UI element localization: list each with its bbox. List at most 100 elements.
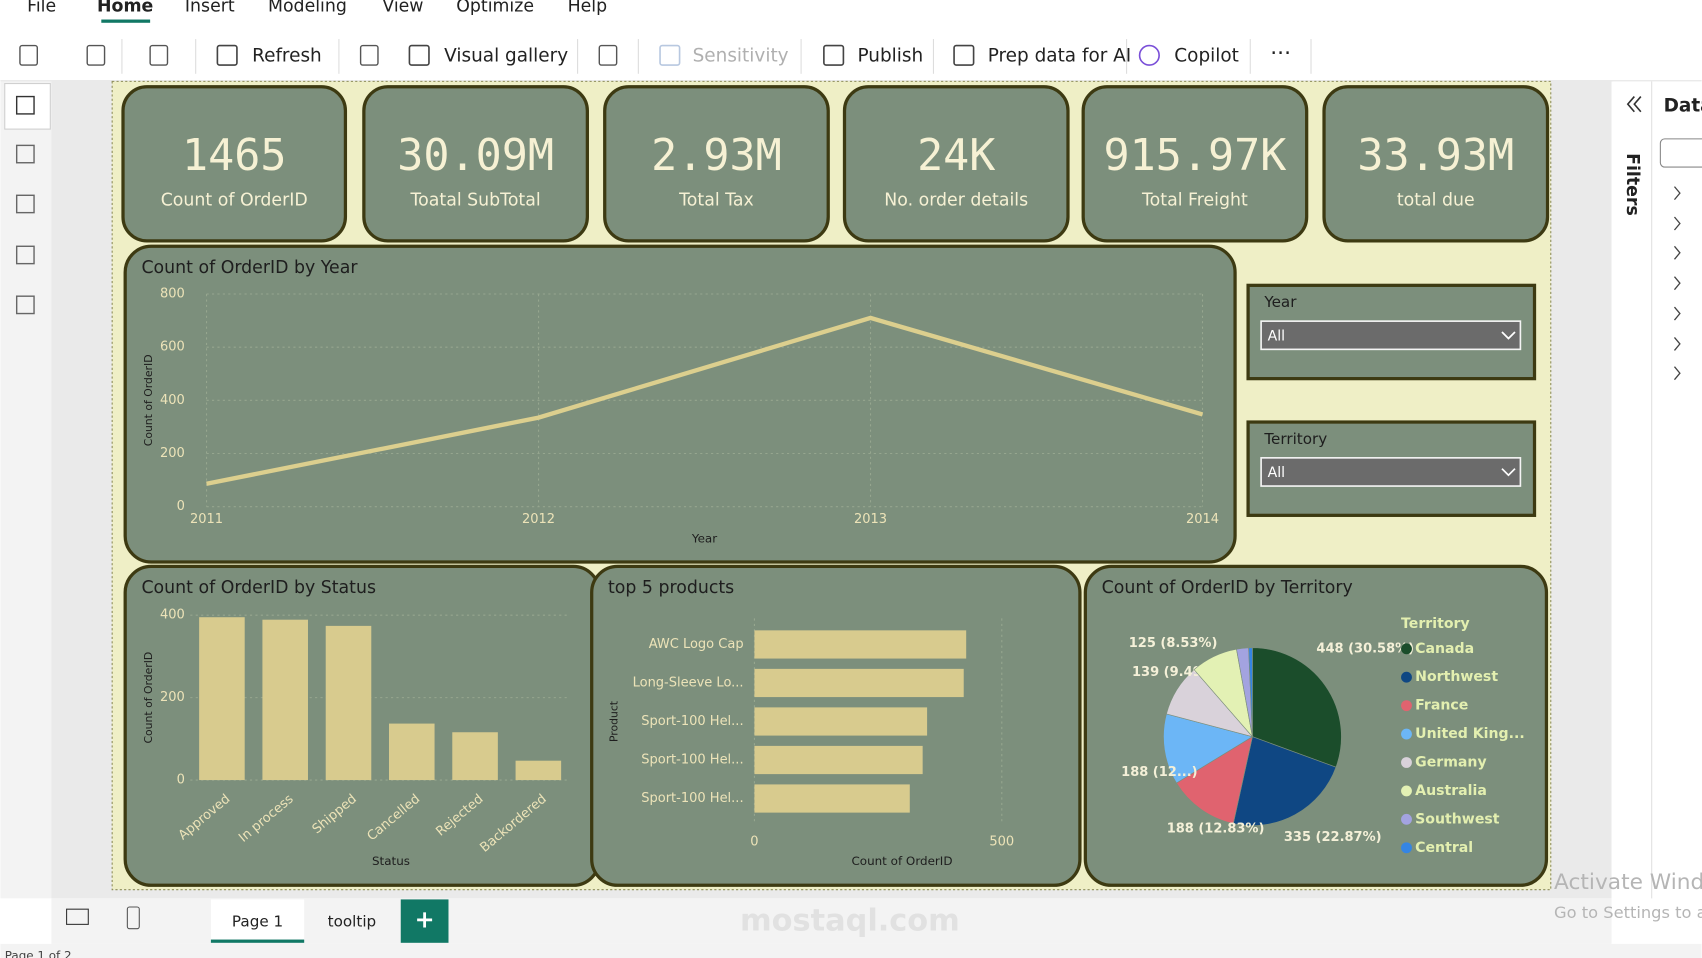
line-series [206,315,1204,486]
data-label: 188 (12...) [1121,765,1197,780]
bar [754,745,923,775]
visual-title: Count of OrderID by Year [141,258,358,278]
nav-icon[interactable] [15,95,35,115]
menu-item[interactable]: Home [97,0,153,17]
slicer-title: Year [1263,293,1297,311]
table-expander[interactable] [1673,245,1681,260]
y-tick-label: AWC Logo Cap [649,637,744,652]
add-page-button[interactable] [400,899,449,943]
page-tab-label[interactable]: Page 1 [232,913,283,931]
kpi-value: 2.93M [651,131,782,181]
report-view-button[interactable] [4,82,51,130]
slicer-dropdown[interactable] [1260,457,1522,487]
filters-pane-label[interactable]: Filters [1622,153,1642,216]
x-axis-title: Year [691,532,717,546]
y-tick-label: 200 [160,446,185,461]
legend-swatch [1401,813,1412,825]
more-button[interactable]: ··· [1270,41,1291,66]
nav-icon[interactable] [15,194,35,214]
bar [388,723,435,781]
pie-slice [1163,713,1254,784]
kpi-card [603,85,830,243]
kpi-value: 30.09M [397,131,554,181]
table-expander[interactable] [1673,186,1681,201]
visual-panel [123,244,1237,564]
kpi-value: 1465 [182,131,286,181]
data-label: 448 (30.58%) [1316,641,1414,656]
kpi-card [121,85,348,243]
y-tick-label: 200 [160,690,185,705]
y-tick-label: 400 [160,608,185,623]
table-expander[interactable] [1673,276,1681,291]
legend-swatch [1401,728,1412,740]
toolbar-button[interactable]: Sensitivity [693,45,789,66]
slicer-dropdown[interactable] [1260,320,1522,351]
menu-item[interactable]: Modeling [268,0,347,17]
kpi-value: 33.93M [1357,131,1514,181]
watermark: mostaql.com [740,904,960,939]
pie-slice [1252,647,1342,768]
toolbar-button[interactable]: Copilot [1174,45,1239,66]
toolbar-button[interactable]: Visual gallery [444,45,568,66]
bar [325,625,372,781]
menu-item[interactable]: Help [568,0,608,17]
x-tick-label: 500 [989,834,1014,849]
nav-icon[interactable] [15,295,35,315]
add-icon: + [415,906,435,934]
y-tick-label: 0 [177,499,185,514]
y-tick-label: 600 [160,340,185,355]
x-axis-title: Count of OrderID [851,854,952,868]
legend-swatch [1401,757,1412,768]
pie-slice [1232,736,1337,826]
kpi-label: Toatal SubTotal [410,191,541,211]
page-tab-label[interactable]: tooltip [328,913,377,931]
bar [754,707,928,736]
mobile-view-icon[interactable] [126,906,140,930]
nav-icon[interactable] [15,245,35,265]
page-tab[interactable] [210,899,305,943]
table-expander[interactable] [1673,336,1681,351]
y-tick-label: Sport-100 Hel... [641,714,743,729]
y-axis-title: Count of OrderID [142,354,155,446]
y-tick-label: 800 [160,287,185,302]
legend-swatch [1401,842,1412,854]
toolbar-icon [19,44,39,66]
desktop-view-icon[interactable] [66,908,89,925]
toolbar-button[interactable]: Publish [858,45,924,66]
y-axis-title: Product [607,701,620,742]
toolbar-button[interactable]: Prep data for AI [988,45,1132,66]
legend-swatch [1401,671,1412,683]
menu-item[interactable]: Insert [185,0,235,17]
menu-underline [101,19,151,23]
search-box[interactable] [1659,138,1702,168]
kpi-label: Total Freight [1141,191,1248,211]
left-nav [0,81,52,899]
kpi-card [1081,85,1309,243]
y-tick-label: Sport-100 Hel... [641,752,743,767]
side-panes [1612,81,1702,899]
toolbar-icon [216,44,238,66]
y-axis-title: Count of OrderID [142,652,155,744]
dropdown-chevron [1501,331,1516,340]
nav-icon[interactable] [15,144,35,164]
kpi-label: Count of OrderID [161,191,308,211]
bar [452,732,498,781]
data-pane-title: Data [1664,95,1702,116]
x-tick-label: 2013 [854,512,887,527]
table-expander[interactable] [1673,366,1681,381]
os-watermark: Go to Settings to activate Windows. [1554,903,1702,922]
menu-item[interactable]: File [27,0,56,17]
menu-item[interactable]: Optimize [456,0,534,17]
collapse-icon[interactable] [1626,96,1642,113]
data-label: 188 (12.83%) [1167,821,1265,836]
x-axis-title: Status [372,854,410,868]
y-tick-label: 400 [160,393,185,408]
table-expander[interactable] [1673,306,1681,321]
toolbar-icon [659,44,681,66]
toolbar-button[interactable]: Refresh [252,45,322,66]
toolbar-icon [86,44,106,66]
bar [262,619,308,781]
table-expander[interactable] [1673,216,1681,231]
menu-item[interactable]: View [382,0,423,17]
